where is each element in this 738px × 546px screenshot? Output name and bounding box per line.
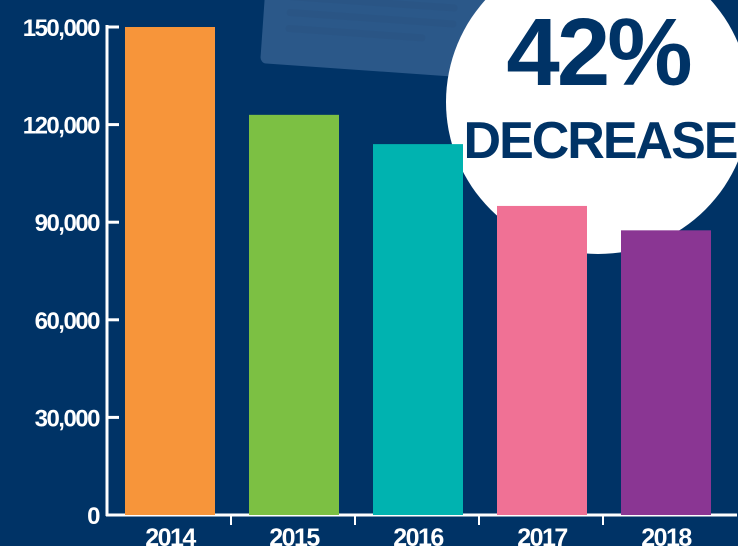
y-tick-label: 60,000 xyxy=(35,308,101,335)
y-tick-label: 120,000 xyxy=(23,113,100,140)
x-axis-labels: 2014 2015 2016 2017 2018 xyxy=(145,524,694,546)
badge-label: DECREASE xyxy=(464,112,737,170)
badge-percent: 42% xyxy=(506,0,690,106)
bar-2015 xyxy=(249,114,339,515)
x-tick-label: 2017 xyxy=(517,524,567,546)
document-icon xyxy=(260,0,497,79)
bar-2016 xyxy=(373,144,463,515)
y-tick-label: 30,000 xyxy=(35,405,101,432)
y-tick-label: 0 xyxy=(87,503,100,530)
x-tick-label: 2014 xyxy=(145,524,196,546)
y-tick-label: 150,000 xyxy=(23,15,100,42)
bar-2014 xyxy=(125,27,215,515)
y-tick-label: 90,000 xyxy=(35,210,101,237)
bar-2017 xyxy=(497,205,587,515)
x-tick-label: 2018 xyxy=(641,524,692,546)
decrease-badge: 42% DECREASE xyxy=(446,0,738,254)
x-tick-label: 2016 xyxy=(393,524,443,546)
bar-2018 xyxy=(621,230,711,516)
y-axis-labels: 0 30,000 60,000 90,000 120,000 150,000 xyxy=(23,15,102,530)
x-tick-label: 2015 xyxy=(269,524,320,546)
bars xyxy=(125,27,711,516)
